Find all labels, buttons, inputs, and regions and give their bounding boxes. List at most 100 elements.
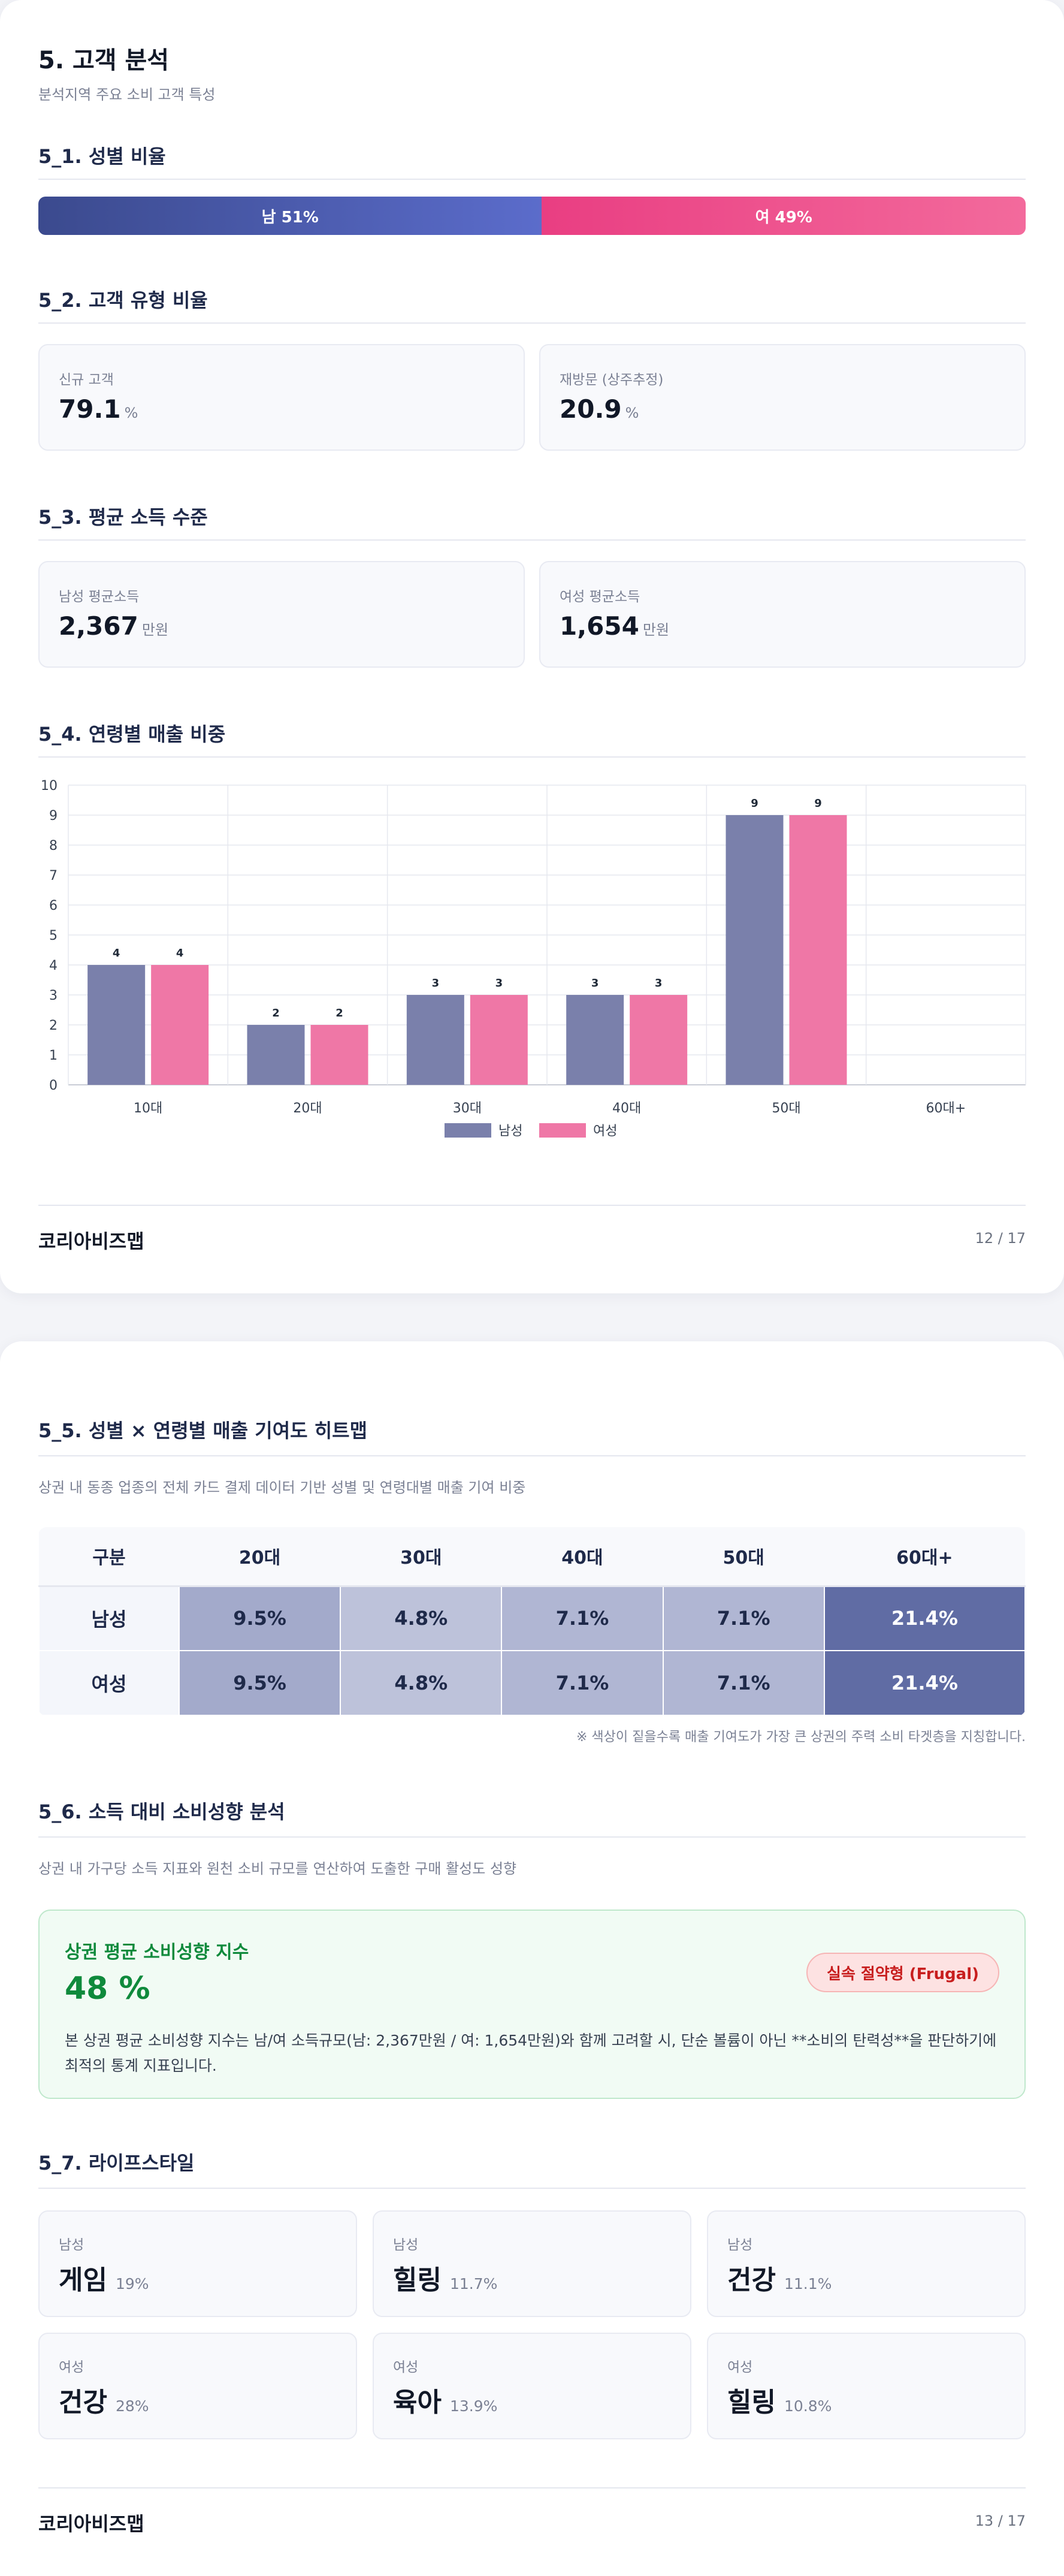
- customer-type-heading: 5_2. 고객 유형 비율: [38, 289, 208, 312]
- heatmap-col-header: 40대: [501, 1527, 663, 1587]
- lifestyle-gender: 여성: [393, 2360, 419, 2375]
- legend-swatch: [539, 1123, 586, 1138]
- heatmap-cell: 7.1%: [501, 1650, 664, 1716]
- bar-female: [151, 965, 209, 1085]
- section-subtitle: 분석지역 주요 소비 고객 특성: [38, 86, 216, 103]
- age-sales-heading: 5_4. 연령별 매출 비중: [38, 723, 226, 746]
- gender-bar-female-label: 여 49%: [755, 208, 812, 227]
- divider: [38, 1205, 1026, 1206]
- heatmap-header-row: 구분 20대 30대 40대 50대 60대+: [39, 1527, 1025, 1587]
- data-label: 4: [113, 947, 120, 960]
- male-income-value: 2,367 만원: [59, 611, 169, 641]
- lifestyle-card: 남성 건강 11.1%: [707, 2210, 1026, 2317]
- divider: [38, 322, 1026, 324]
- bar-male: [726, 815, 784, 1085]
- divider: [38, 179, 1026, 180]
- x-tick-label: 30대: [453, 1101, 482, 1116]
- heatmap-row-female: 여성 9.5% 4.8% 7.1% 7.1% 21.4%: [38, 1650, 1026, 1716]
- lifestyle-card: 여성 건강 28%: [38, 2333, 357, 2439]
- y-tick-label: 7: [49, 868, 58, 883]
- divider: [38, 1836, 1026, 1838]
- page-number: 12 / 17: [975, 1230, 1026, 1247]
- return-customer-label: 재방문 (상주추정): [560, 372, 664, 388]
- spending-index-value: 48 %: [65, 1971, 150, 2007]
- lifestyle-gender: 남성: [59, 2237, 84, 2253]
- lifestyle-gender: 여성: [59, 2360, 84, 2375]
- y-tick-label: 3: [49, 988, 58, 1003]
- legend-swatch: [445, 1123, 491, 1138]
- y-tick-label: 6: [49, 898, 58, 913]
- lifestyle-gender: 남성: [393, 2237, 419, 2253]
- x-tick-label: 50대: [772, 1101, 800, 1116]
- footer-brand: 코리아비즈맵: [38, 1230, 144, 1253]
- return-customer-value: 20.9%: [560, 394, 639, 424]
- lifestyle-value: 건강 28%: [59, 2387, 149, 2418]
- heatmap-heading: 5_5. 성별 × 연령별 매출 기여도 히트맵: [38, 1419, 368, 1442]
- heatmap-subtitle: 상권 내 동종 업종의 전체 카드 결제 데이터 기반 성별 및 연령대별 매출…: [38, 1479, 526, 1496]
- legend-label: 여성: [593, 1124, 617, 1139]
- heatmap-cell: 21.4%: [823, 1650, 1026, 1716]
- footer-brand: 코리아비즈맵: [38, 2512, 144, 2535]
- legend-label: 남성: [498, 1124, 522, 1139]
- divider: [38, 756, 1026, 758]
- heatmap-col-header: 20대: [179, 1527, 341, 1587]
- lifestyle-value: 건강 11.1%: [727, 2265, 832, 2296]
- heatmap-cell: 21.4%: [823, 1585, 1026, 1651]
- male-income-card: 남성 평균소득 2,367 만원: [38, 561, 525, 668]
- data-label: 9: [751, 797, 758, 810]
- y-tick-label: 8: [49, 838, 58, 853]
- heatmap-cell: 4.8%: [340, 1585, 503, 1651]
- divider: [38, 539, 1026, 541]
- heatmap-cell: 9.5%: [178, 1585, 341, 1651]
- spending-type-badge: 실속 절약형 (Frugal): [806, 1953, 999, 1992]
- bar-female: [630, 995, 688, 1085]
- data-label: 9: [814, 797, 822, 810]
- gender-ratio-bar: 남 51% 여 49%: [38, 197, 1026, 235]
- heatmap-row-male: 남성 9.5% 4.8% 7.1% 7.1% 21.4%: [38, 1585, 1026, 1651]
- gender-bar-female: 여 49%: [542, 197, 1026, 235]
- y-tick-label: 9: [49, 809, 58, 824]
- gender-bar-male-label: 남 51%: [261, 208, 319, 227]
- spending-heading: 5_6. 소득 대비 소비성향 분석: [38, 1800, 285, 1823]
- gender-bar-male: 남 51%: [38, 197, 542, 235]
- lifestyle-value: 육아 13.9%: [393, 2387, 498, 2418]
- divider: [38, 2188, 1026, 2189]
- y-tick-label: 2: [49, 1018, 58, 1033]
- y-tick-label: 4: [49, 958, 58, 973]
- heatmap-col-header: 60대+: [824, 1527, 1025, 1587]
- heatmap-cell: 7.1%: [662, 1650, 825, 1716]
- lifestyle-gender: 남성: [727, 2237, 753, 2253]
- x-tick-label: 20대: [293, 1101, 322, 1116]
- data-label: 4: [176, 947, 184, 960]
- y-tick-label: 0: [49, 1078, 58, 1093]
- bar-male: [247, 1025, 305, 1085]
- male-income-label: 남성 평균소득: [59, 589, 140, 605]
- bar-male: [406, 995, 464, 1085]
- bar-female: [789, 815, 847, 1085]
- lifestyle-heading: 5_7. 라이프스타일: [38, 2152, 195, 2174]
- lifestyle-gender: 여성: [727, 2360, 753, 2375]
- female-income-value: 1,654 만원: [560, 611, 670, 641]
- x-tick-label: 10대: [134, 1101, 162, 1116]
- heatmap-cell: 4.8%: [340, 1650, 503, 1716]
- data-label: 3: [591, 977, 599, 990]
- divider: [38, 1455, 1026, 1456]
- lifestyle-card: 남성 힐링 11.7%: [373, 2210, 691, 2317]
- lifestyle-value: 게임 19%: [59, 2265, 149, 2296]
- section-title: 5. 고객 분석: [38, 47, 170, 74]
- divider: [38, 2487, 1026, 2488]
- x-tick-label: 60대+: [926, 1101, 966, 1116]
- new-customer-card: 신규 고객 79.1%: [38, 344, 525, 451]
- bar-female: [470, 995, 528, 1085]
- gender-age-heatmap: 구분 20대 30대 40대 50대 60대+ 남성 9.5% 4.8% 7.1…: [38, 1527, 1026, 1716]
- lifestyle-card: 남성 게임 19%: [38, 2210, 357, 2317]
- y-tick-label: 10: [41, 779, 58, 794]
- bar-male: [566, 995, 624, 1085]
- heatmap-cell: 7.1%: [501, 1585, 664, 1651]
- bar-female: [310, 1025, 368, 1085]
- spending-index-title: 상권 평균 소비성향 지수: [65, 1942, 249, 1963]
- heatmap-corner: 구분: [39, 1527, 179, 1587]
- spending-description: 본 상권 평균 소비성향 지수는 남/여 소득규모(남: 2,367만원 / 여…: [65, 2032, 997, 2074]
- x-tick-label: 40대: [612, 1101, 641, 1116]
- data-label: 2: [272, 1007, 280, 1019]
